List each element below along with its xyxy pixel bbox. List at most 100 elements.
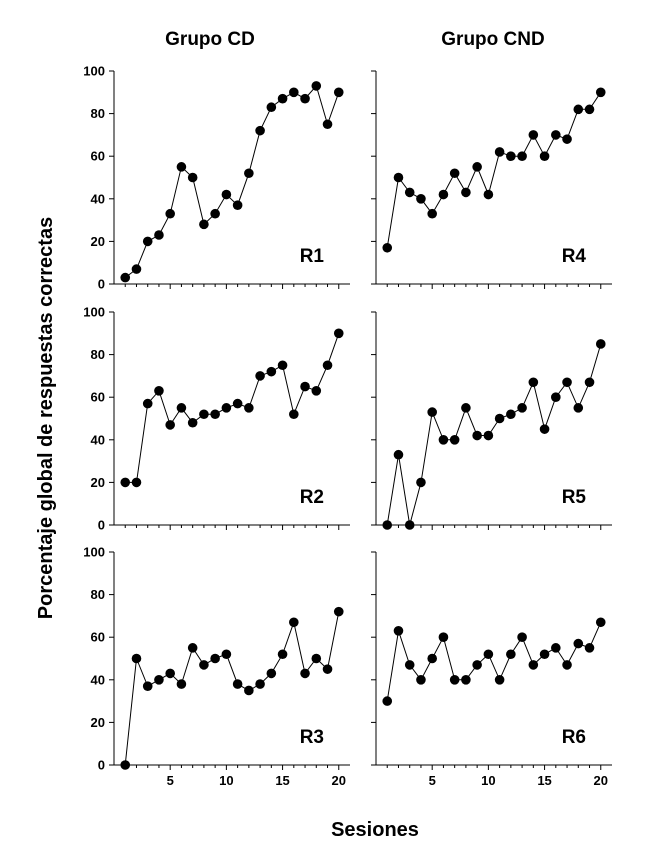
data-point [595, 339, 606, 349]
data-point [311, 386, 322, 396]
data-point [472, 660, 482, 670]
data-point [221, 403, 232, 413]
data-point [154, 230, 164, 240]
data-point [322, 360, 333, 371]
panel-label-r3: R3 [300, 727, 324, 748]
data-point [266, 366, 277, 377]
data-point [120, 760, 131, 770]
data-point [333, 87, 344, 98]
panel-label-r4: R4 [562, 246, 587, 267]
panels: 0 20 40 60 80 100 R1 R4 0 20 40 60 80 100 R2 R5 0 20 40 60 8… [83, 64, 612, 788]
data-point [416, 194, 426, 204]
y-tick-label: 0 [98, 277, 105, 292]
data-point [393, 172, 404, 183]
data-point [483, 430, 494, 441]
data-point [131, 264, 142, 274]
data-point [517, 632, 527, 642]
y-tick-label: 20 [91, 715, 105, 730]
data-point [210, 409, 220, 420]
data-point [404, 660, 415, 670]
data-point [551, 392, 561, 403]
data-point [461, 675, 471, 685]
data-point [176, 403, 187, 413]
x-tick-label: 10 [481, 773, 495, 788]
data-point [311, 81, 322, 91]
data-point [584, 377, 595, 388]
data-point [517, 403, 527, 413]
y-tick-label: 60 [91, 390, 105, 405]
data-point [595, 87, 606, 98]
data-point [438, 435, 449, 445]
data-point [393, 449, 404, 460]
data-point [142, 236, 153, 247]
data-point [255, 371, 265, 381]
data-point [165, 420, 175, 430]
x-tick-label: 20 [332, 773, 346, 788]
y-tick-label: 40 [91, 191, 105, 206]
data-point [232, 200, 243, 210]
data-point [244, 168, 254, 179]
y-tick-label: 20 [91, 234, 105, 249]
data-point [289, 87, 299, 98]
data-point [232, 398, 243, 409]
data-point [165, 208, 175, 219]
data-point [165, 668, 175, 679]
y-tick-label: 40 [91, 672, 105, 687]
data-point [393, 626, 404, 636]
data-point [494, 413, 505, 424]
panel-label-r1: R1 [300, 246, 325, 267]
data-point [176, 162, 187, 172]
y-tick-label: 100 [83, 64, 105, 79]
data-point [438, 632, 449, 642]
x-tick-label: 20 [594, 773, 608, 788]
data-point [232, 679, 243, 689]
data-point [322, 119, 333, 130]
data-point [154, 675, 164, 685]
data-point [461, 403, 471, 413]
data-point [120, 477, 131, 488]
x-tick-label: 5 [167, 773, 174, 788]
data-point [551, 130, 561, 140]
data-point [573, 104, 584, 115]
data-point [300, 93, 310, 104]
y-tick-label: 80 [91, 347, 105, 362]
panel-label-r5: R5 [562, 487, 587, 508]
data-point [528, 130, 539, 140]
panel-label-r2: R2 [300, 487, 324, 508]
panel-r1: 0 20 40 60 80 100 R1 [83, 64, 350, 292]
panel-r2: 0 20 40 60 80 100 R2 [83, 305, 350, 533]
data-point [483, 189, 494, 200]
column-title-grupo-cd: Grupo CD [165, 29, 255, 50]
y-tick-label: 80 [91, 106, 105, 121]
data-point [506, 649, 516, 660]
data-point [289, 409, 299, 420]
data-point [494, 147, 505, 157]
data-point [176, 679, 187, 689]
data-point [210, 208, 220, 219]
data-point [404, 520, 415, 530]
data-point [187, 643, 198, 653]
y-tick-label: 100 [83, 305, 105, 320]
data-point [255, 679, 265, 689]
data-point [427, 407, 437, 417]
data-point [199, 409, 209, 420]
panel-r3: 0 20 40 60 80 100 5 10 15 20 R3 [83, 545, 350, 788]
data-point [382, 696, 393, 706]
y-tick-label: 80 [91, 587, 105, 602]
data-point [562, 134, 572, 144]
panel-r6: 5 10 15 20 R6 [371, 551, 612, 788]
data-point [300, 668, 310, 679]
data-point [382, 242, 393, 253]
data-point [438, 189, 449, 200]
data-point [210, 653, 220, 664]
data-point [277, 93, 288, 104]
data-point [472, 430, 482, 441]
data-point [539, 649, 550, 660]
y-tick-label: 0 [98, 518, 105, 533]
data-point [221, 189, 232, 200]
panel-r5: R5 [371, 311, 612, 530]
data-point [416, 477, 426, 488]
data-point [131, 477, 142, 488]
y-tick-label: 40 [91, 432, 105, 447]
